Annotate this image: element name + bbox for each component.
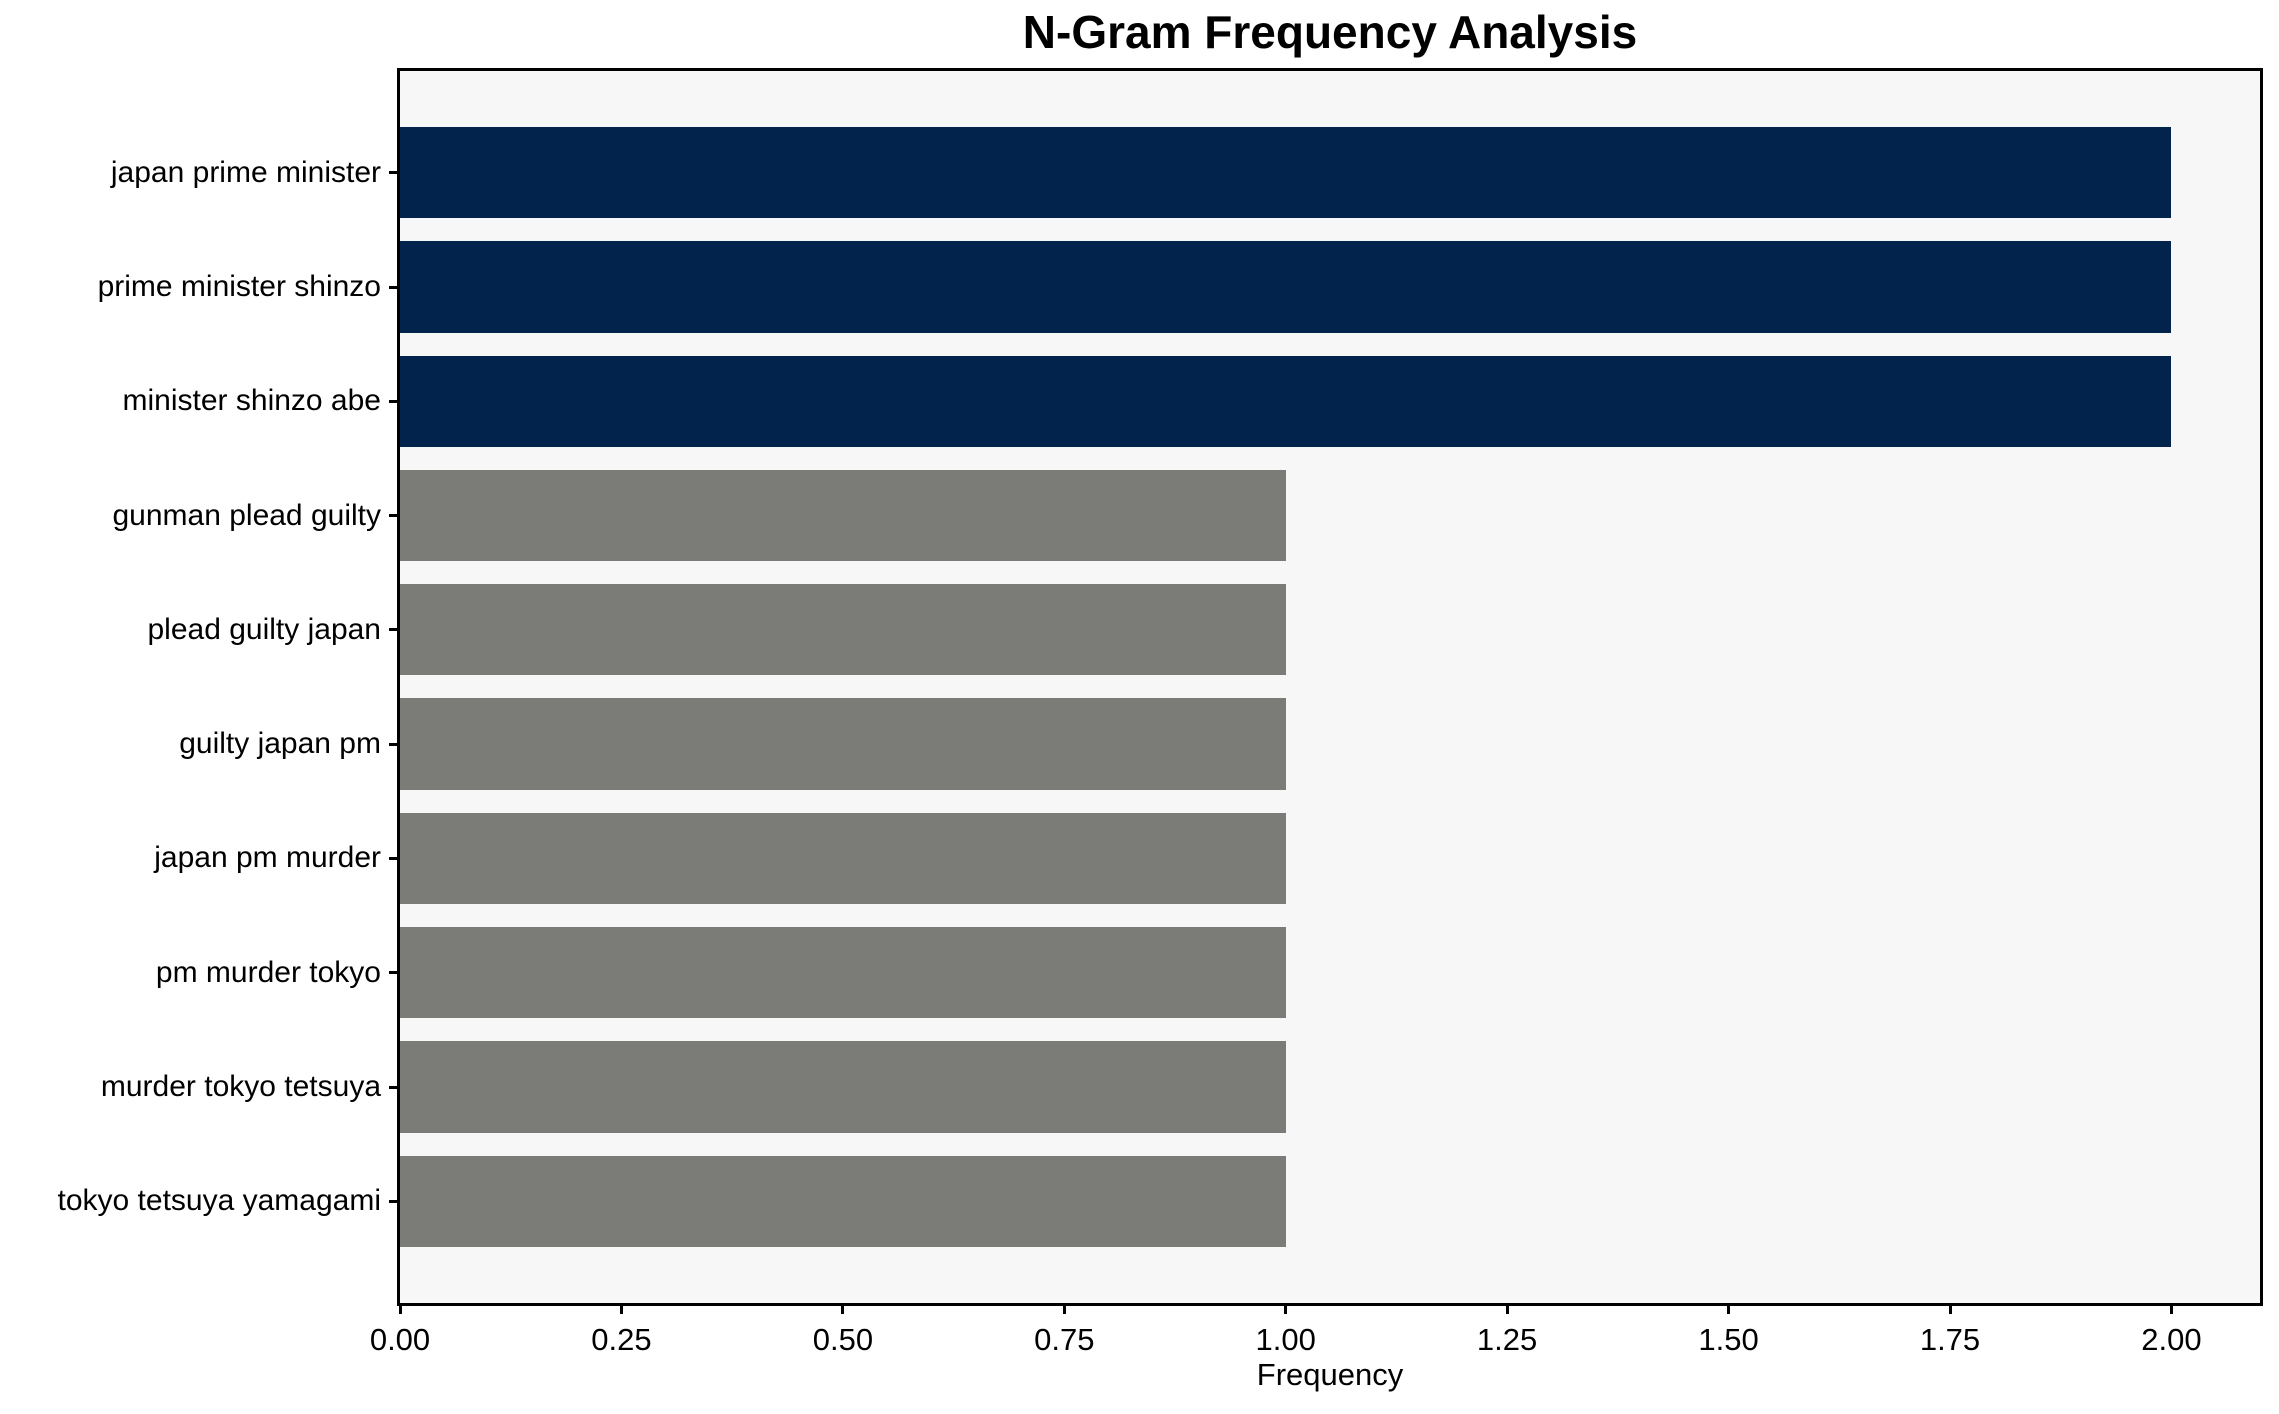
- y-tick-mark: [389, 971, 400, 975]
- bar: [400, 241, 2172, 333]
- y-tick-mark: [389, 856, 400, 860]
- x-tick-mark: [1505, 1303, 1509, 1314]
- x-tick-label: 0.00: [369, 1322, 431, 1357]
- x-tick-label: 1.25: [1476, 1322, 1538, 1357]
- y-tick-label: japan prime minister: [110, 155, 381, 189]
- x-axis-label: Frequency: [1256, 1357, 1404, 1392]
- x-tick-mark: [841, 1303, 845, 1314]
- bar: [400, 355, 2172, 447]
- plot-area: [400, 71, 2260, 1303]
- y-tick-mark: [389, 514, 400, 518]
- x-tick-label: 1.75: [1919, 1322, 1981, 1357]
- x-tick-label: 0.75: [1034, 1322, 1095, 1357]
- y-tick-label: murder tokyo tetsuya: [100, 1070, 381, 1103]
- y-tick-mark: [389, 285, 400, 289]
- bar: [400, 927, 1286, 1019]
- y-tick-label: tokyo tetsuya yamagami: [57, 1184, 381, 1218]
- y-tick-mark: [389, 742, 400, 746]
- bar: [400, 584, 1286, 676]
- y-tick-label: gunman plead guilty: [112, 498, 381, 532]
- x-tick-mark: [398, 1303, 402, 1314]
- bar: [400, 1155, 1286, 1247]
- y-tick-mark: [389, 1199, 400, 1203]
- y-tick-label: plead guilty japan: [147, 612, 381, 646]
- bar: [400, 469, 1286, 562]
- x-tick-label: 0.25: [591, 1322, 652, 1357]
- y-tick-label: prime minister shinzo: [97, 270, 381, 303]
- x-tick-mark: [1284, 1303, 1288, 1314]
- chart-title: N-Gram Frequency Analysis: [1022, 6, 1638, 58]
- x-tick-mark: [1948, 1303, 1952, 1314]
- y-tick-mark: [389, 399, 400, 403]
- bar: [400, 1041, 1286, 1133]
- x-tick-label: 0.50: [812, 1322, 874, 1357]
- y-tick-mark: [389, 628, 400, 632]
- x-tick-label: 1.50: [1698, 1322, 1759, 1357]
- y-tick-label: pm murder tokyo: [155, 955, 381, 989]
- y-tick-mark: [389, 171, 400, 175]
- x-tick-mark: [1727, 1303, 1731, 1314]
- y-tick-label: guilty japan pm: [179, 727, 381, 761]
- y-tick-label: japan pm murder: [154, 841, 381, 875]
- bar: [400, 698, 1286, 790]
- bar: [400, 812, 1286, 905]
- x-tick-label: 2.00: [2141, 1322, 2202, 1357]
- x-tick-mark: [619, 1303, 623, 1314]
- x-tick-mark: [1062, 1303, 1066, 1314]
- x-tick-label: 1.00: [1255, 1322, 1316, 1357]
- y-tick-label: minister shinzo abe: [122, 384, 381, 418]
- y-tick-mark: [389, 1085, 400, 1089]
- bar: [400, 127, 2172, 219]
- x-tick-mark: [2169, 1303, 2173, 1314]
